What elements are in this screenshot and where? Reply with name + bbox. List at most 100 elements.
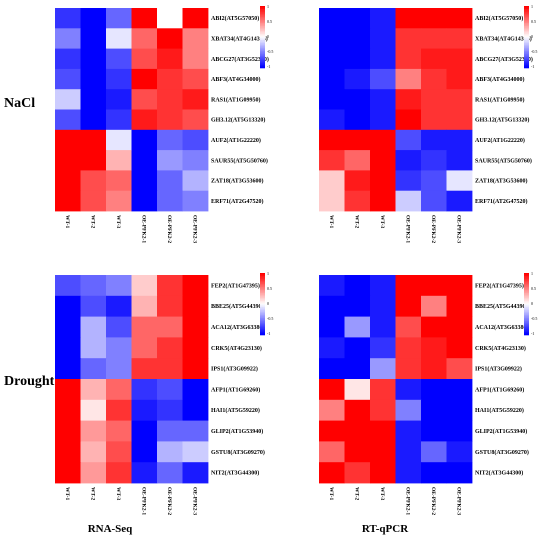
legend-swatch	[260, 52, 265, 55]
legend-swatch	[260, 327, 265, 330]
heatmap-cell	[80, 337, 107, 359]
legend-swatch	[260, 286, 265, 289]
gene-label: ACA12(AT3G63380)	[475, 324, 529, 331]
heatmap-cell	[55, 190, 81, 212]
legend-swatch	[260, 330, 265, 333]
sample-label: OE-PFK2-2	[430, 215, 436, 243]
legend-swatch	[524, 282, 529, 285]
gene-label: ABF3(AT4G34000)	[211, 76, 261, 83]
legend-swatch	[260, 55, 265, 58]
heatmap-cell	[55, 295, 81, 317]
heatmap-cell	[370, 399, 396, 421]
heatmap-cell	[421, 68, 447, 90]
sample-label: WT-1	[64, 487, 70, 500]
heatmap-cell	[157, 337, 183, 359]
sample-label: WT-3	[115, 487, 121, 500]
legend-swatch	[260, 30, 265, 33]
heatmap-cell	[131, 399, 158, 421]
legend-swatch	[260, 316, 265, 319]
heatmap-cell	[446, 48, 473, 70]
gene-label: ABCG27(AT3G52310)	[475, 56, 533, 63]
heatmap-panel-3: FEP2(AT1G47395) BBE25(AT5G44390) ACA12(AT3…	[55, 271, 273, 515]
heatmap-cell	[131, 295, 158, 317]
sample-label: OE-PFK2-2	[166, 215, 172, 243]
heatmap-cell	[80, 89, 107, 110]
row-label-nacl: NaCl	[4, 96, 35, 111]
heatmap-cell	[131, 358, 158, 380]
col-label-rt-qpcr: RT-qPCR	[362, 523, 409, 535]
heatmap-cell	[80, 190, 107, 212]
heatmap-cell	[319, 109, 345, 131]
heatmap-cell	[370, 441, 396, 463]
heatmap-cell	[395, 337, 422, 359]
legend-swatch	[524, 21, 529, 24]
heatmap-cell	[80, 109, 107, 131]
heatmap-cell	[395, 295, 422, 317]
heatmap-cell	[131, 48, 158, 70]
heatmap-cell	[131, 379, 158, 401]
gene-label: IPS1(AT3G09922)	[211, 366, 258, 373]
legend-swatch	[260, 12, 265, 15]
heatmap-cell	[421, 8, 447, 29]
sample-label: OE-PFK2-1	[140, 487, 146, 515]
heatmap-cell	[370, 358, 396, 380]
heatmap-cell	[370, 379, 396, 401]
legend-swatch	[524, 52, 529, 55]
legend-swatch	[524, 290, 529, 292]
gene-label: GH3.12(AT5G13320)	[211, 117, 265, 124]
heatmap-cell	[395, 420, 422, 442]
gene-label: AUF2(AT1G22220)	[475, 137, 525, 144]
legend-tick: -0.5	[531, 316, 537, 321]
heatmap-cell	[80, 68, 107, 90]
legend-swatch	[260, 280, 265, 283]
sample-label: OE-PFK2-1	[404, 487, 410, 515]
sample-label: OE-PFK2-1	[140, 215, 146, 243]
sample-label: WT-3	[115, 215, 121, 228]
heatmap-cell	[182, 441, 209, 463]
heatmap-cell	[421, 462, 447, 484]
legend-swatch	[524, 44, 529, 47]
heatmap-cell	[319, 379, 345, 401]
legend-tick: 0	[267, 301, 269, 306]
heatmap-cell	[106, 379, 132, 401]
heatmap-cell	[395, 399, 422, 421]
legend-tick: -1	[267, 64, 270, 69]
heatmap-cell	[395, 109, 422, 131]
heatmap-cell	[370, 462, 396, 484]
heatmap-cell	[182, 89, 209, 110]
heatmap-cell	[421, 48, 447, 70]
heatmap-cell	[106, 129, 132, 151]
heatmap-cell	[370, 150, 396, 171]
heatmap-cell	[157, 68, 183, 90]
legend-swatch	[260, 40, 265, 42]
heatmap-cell	[131, 109, 158, 131]
heatmap-cell	[395, 68, 422, 90]
legend-swatch	[260, 37, 265, 39]
heatmap-cell	[157, 295, 183, 317]
heatmap-cell	[157, 379, 183, 401]
heatmap-cell	[395, 8, 422, 29]
legend-swatch	[524, 55, 529, 58]
heatmap-cell	[157, 358, 183, 380]
gene-label: HAI1(AT5G59220)	[211, 407, 260, 414]
heatmap-cell	[370, 190, 396, 212]
sample-label: OE-PFK2-2	[166, 487, 172, 515]
heatmap-cell	[446, 109, 473, 131]
legend-swatch	[524, 23, 529, 25]
heatmap-cell	[106, 316, 132, 338]
heatmap-cell	[370, 48, 396, 70]
legend-swatch	[524, 24, 529, 27]
legend-swatch	[524, 274, 529, 277]
legend-swatch	[524, 64, 529, 67]
heatmap-cell	[182, 295, 209, 317]
heatmap-cell	[446, 399, 473, 421]
heatmap-cell	[446, 129, 473, 151]
heatmap-cell	[157, 316, 183, 338]
sample-label: WT-1	[64, 215, 70, 228]
legend-swatch	[260, 293, 265, 295]
heatmap-cell	[131, 8, 158, 29]
heatmap-cell	[157, 8, 183, 29]
heatmap-cell	[55, 462, 81, 484]
heatmap-cell	[131, 275, 158, 297]
heatmap-cell	[131, 28, 158, 49]
